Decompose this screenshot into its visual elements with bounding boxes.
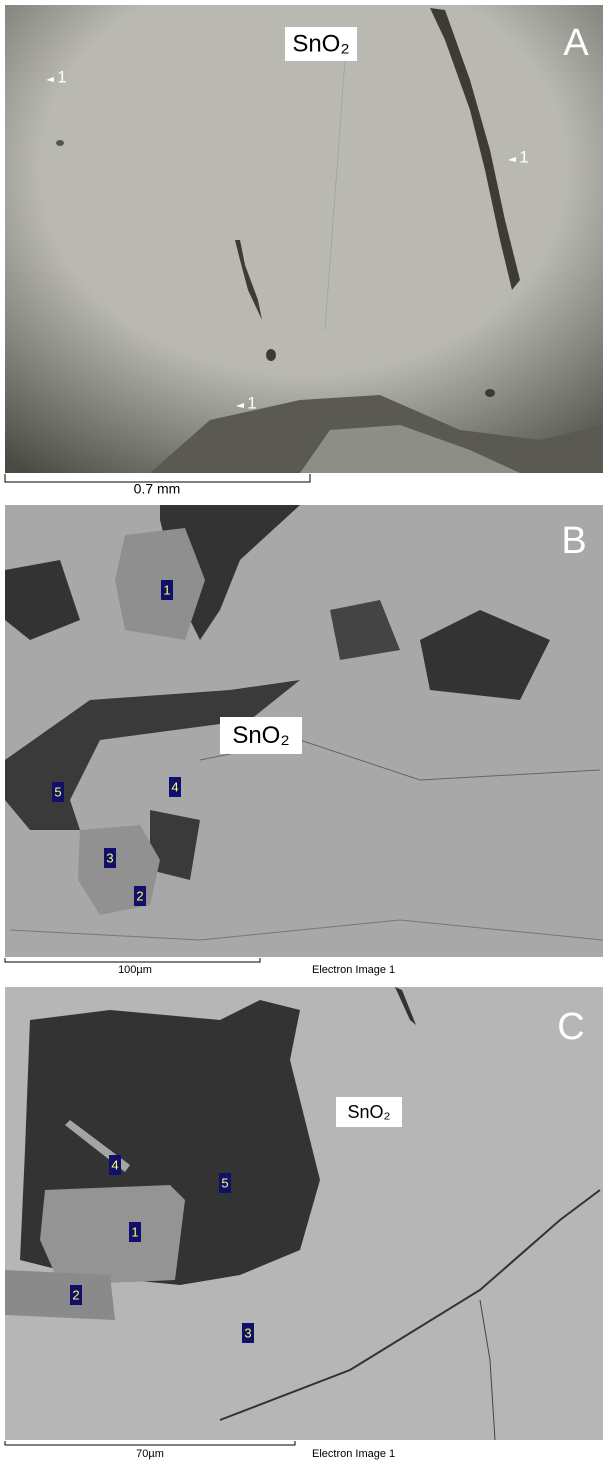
point-marker: 3 — [244, 1325, 251, 1340]
mineral-label: SnO₂ — [347, 1102, 390, 1122]
image-caption: Electron Image 1 — [312, 964, 395, 976]
point-marker: 5 — [54, 784, 61, 799]
point-marker: 4 — [111, 1157, 118, 1172]
point-marker: 1 — [131, 1224, 138, 1239]
mineral-label: SnO₂ — [292, 30, 349, 57]
point-marker: 1 — [519, 147, 528, 166]
scale-bar-label: 70µm — [136, 1448, 164, 1460]
point-marker: 2 — [136, 888, 143, 903]
panel-letter: A — [563, 22, 589, 64]
figure: A SnO₂ 1 1 1 0.7 mm B SnO₂ 1 5 4 3 2 100µm Electron Im… — [0, 0, 606, 1461]
point-marker: 1 — [247, 393, 256, 412]
micrograph-c — [5, 987, 603, 1440]
point-marker: 4 — [171, 779, 178, 794]
panel-letter: C — [557, 1006, 584, 1048]
panel-letter: B — [561, 520, 586, 562]
image-caption: Electron Image 1 — [312, 1448, 395, 1460]
mineral-label: SnO₂ — [232, 722, 289, 749]
point-marker: 1 — [57, 67, 66, 86]
scale-bar-label: 0.7 mm — [134, 481, 181, 497]
micrograph-a — [5, 5, 603, 473]
point-marker: 2 — [72, 1287, 79, 1302]
point-marker: 3 — [106, 850, 113, 865]
scale-bar-label: 100µm — [118, 964, 152, 976]
point-marker: 5 — [221, 1175, 228, 1190]
micrograph-b — [5, 505, 603, 957]
point-marker: 1 — [163, 582, 170, 597]
